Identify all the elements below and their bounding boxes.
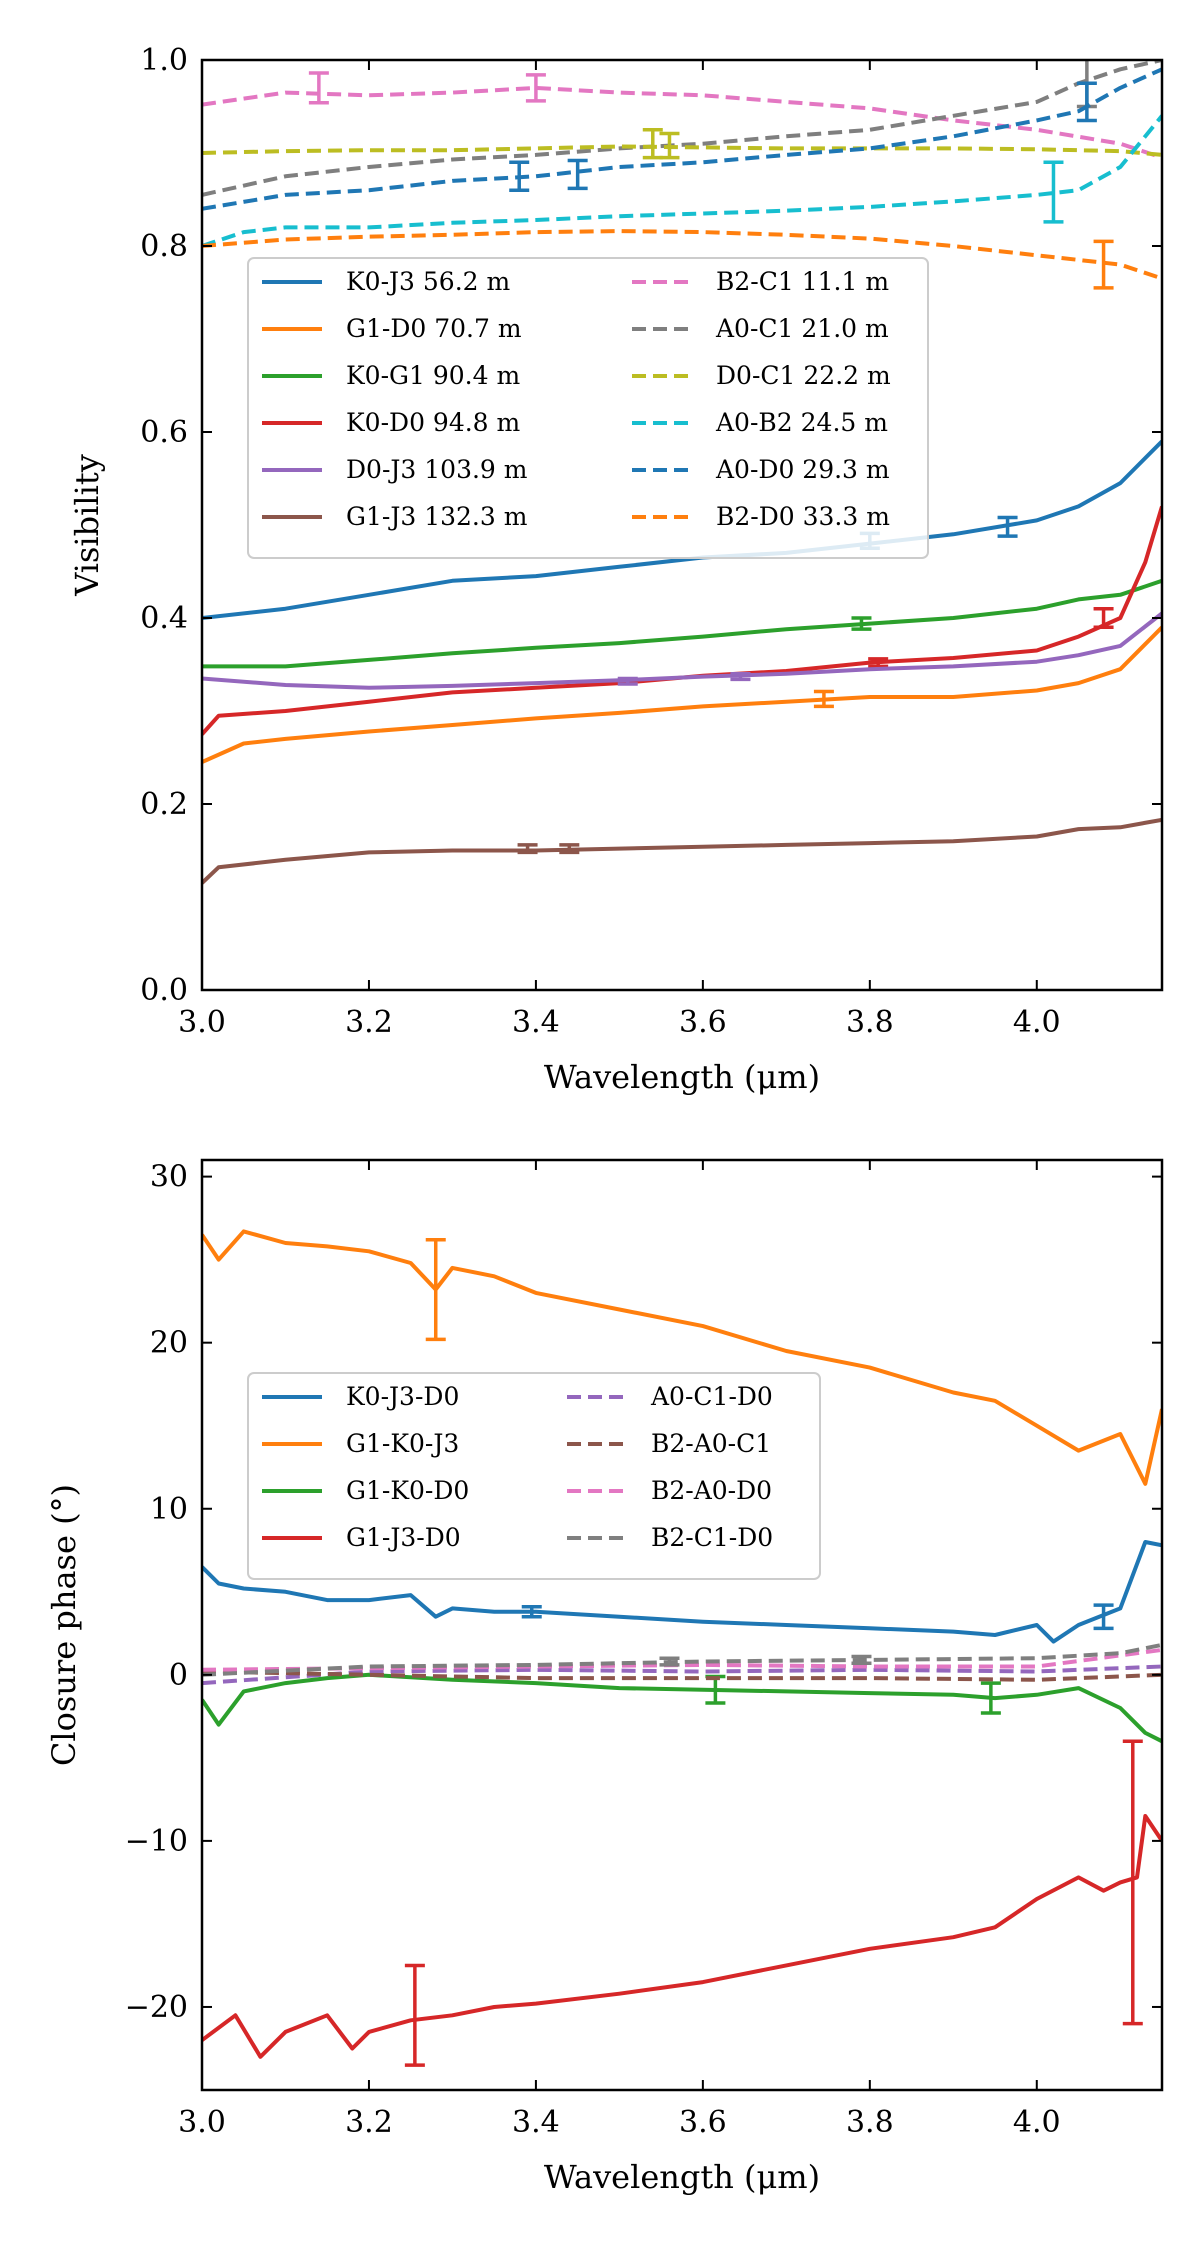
x-tick-label: 3.0 <box>178 2105 226 2140</box>
y-tick-label: 10 <box>150 1492 188 1527</box>
x-tick-label: 3.4 <box>512 2105 560 2140</box>
legend-label: A0-C1 21.0 m <box>715 314 889 343</box>
legend-label: B2-C1 11.1 m <box>716 267 889 296</box>
error-bar <box>521 1604 542 1619</box>
y-tick-label: 1.0 <box>140 43 188 78</box>
series-line-g1-k0-d0 <box>202 1672 1162 1744</box>
y-tick-label: 0.0 <box>140 973 188 1008</box>
series-line-a0-c1 <box>202 60 1162 197</box>
error-bar <box>730 672 751 682</box>
closure-phase-chart: 3.0 3.2 3.4 3.6 3.8 4.0 −20 −10 0 10 20 30 Wavelengt… <box>45 1158 1164 2196</box>
x-tick-label: 3.6 <box>679 1005 727 1040</box>
x-tick-label: 3.0 <box>178 1005 226 1040</box>
legend: K0-J3-D0 G1-K0-J3 G1-K0-D0 G1-J3-D0 A0-C1-D0… <box>247 1372 821 1580</box>
legend-label: D0-C1 22.2 m <box>716 361 891 390</box>
series-line-b2-a0-d0 <box>202 1647 1162 1672</box>
legend-label: K0-J3 56.2 m <box>346 267 511 296</box>
error-bar <box>1076 81 1097 123</box>
x-tick-label: 3.2 <box>345 1005 393 1040</box>
error-bar <box>980 1681 1001 1715</box>
error-bar <box>1093 606 1114 630</box>
legend-label: G1-J3-D0 <box>346 1523 461 1552</box>
legend-label: G1-D0 70.7 m <box>346 314 522 343</box>
y-tick-label: 0.4 <box>140 601 188 636</box>
y-tick-label: 0.6 <box>140 415 188 450</box>
legend-label: G1-J3 132.3 m <box>346 502 528 531</box>
series-line-k0-j3-d0 <box>202 1540 1162 1644</box>
legend-label: B2-A0-D0 <box>651 1476 772 1505</box>
series-line-b2-d0 <box>202 229 1162 281</box>
legend-box <box>247 1372 821 1580</box>
plot-area <box>202 1229 1162 2067</box>
error-bar <box>659 1656 680 1667</box>
x-axis-label: Wavelength (μm) <box>544 1058 820 1096</box>
x-tick-label: 4.0 <box>1013 2105 1061 2140</box>
legend-label: A0-B2 24.5 m <box>715 408 888 437</box>
legend-label: A0-D0 29.3 m <box>715 455 890 484</box>
error-bar <box>851 616 872 631</box>
y-tick-label: −20 <box>125 1990 188 2025</box>
plot-area <box>202 60 1162 885</box>
series-line-k0-g1 <box>202 578 1162 669</box>
legend-label: A0-C1-D0 <box>650 1382 773 1411</box>
error-bar <box>1122 1739 1143 2026</box>
legend-label: B2-A0-C1 <box>651 1429 771 1458</box>
y-axis-label: Visibility <box>68 454 106 597</box>
series-line-g1-d0 <box>202 625 1162 764</box>
legend-label: D0-J3 103.9 m <box>346 455 528 484</box>
series-line-g1-j3-d0 <box>202 1814 1162 2059</box>
error-bar <box>517 843 538 855</box>
series-line-d0-c1 <box>202 144 1162 157</box>
error-bar <box>308 71 329 105</box>
error-bar <box>813 689 834 709</box>
x-tick-label: 4.0 <box>1013 1005 1061 1040</box>
x-tick-label: 3.6 <box>679 2105 727 2140</box>
y-tick-label: 0.8 <box>140 229 188 264</box>
error-bar <box>425 1237 446 1342</box>
series-line-g1-j3 <box>202 817 1162 885</box>
x-tick-label: 3.8 <box>846 2105 894 2140</box>
axes-frame <box>200 58 1164 992</box>
error-bar <box>567 158 588 191</box>
error-bar <box>617 676 638 686</box>
y-tick-label: 0 <box>169 1658 188 1693</box>
legend-label: G1-K0-J3 <box>346 1429 459 1458</box>
axes-frame <box>200 1158 1164 2092</box>
error-bar <box>659 131 680 160</box>
error-bar <box>642 128 663 160</box>
series-line-g1-k0-j3 <box>202 1229 1162 1486</box>
legend-box <box>247 257 929 559</box>
series-line-b2-c1-d0 <box>202 1642 1162 1677</box>
y-axis-label: Closure phase (°) <box>45 1484 83 1766</box>
error-bar <box>1043 160 1064 224</box>
series-line-a0-b2 <box>202 114 1162 248</box>
y-tick-label: −10 <box>125 1824 188 1859</box>
legend: K0-J3 56.2 m G1-D0 70.7 m K0-G1 90.4 m K0-D… <box>247 257 929 559</box>
error-bar <box>559 843 580 855</box>
visibility-chart: 3.0 3.2 3.4 3.6 3.8 4.0 0.0 0.2 0.4 0.6 0.8 1.0 Wave… <box>68 43 1164 1096</box>
y-tick-label: 0.2 <box>140 787 188 822</box>
legend-label: B2-D0 33.3 m <box>716 502 890 531</box>
x-tick-label: 3.4 <box>512 1005 560 1040</box>
legend-label: K0-J3-D0 <box>346 1382 459 1411</box>
error-bar <box>525 73 546 103</box>
legend-label: K0-G1 90.4 m <box>346 361 520 390</box>
y-tick-label: 20 <box>150 1326 188 1361</box>
series-line-a0-d0 <box>202 67 1162 211</box>
error-bar <box>1093 1603 1114 1631</box>
error-bar <box>509 160 530 192</box>
error-bar <box>997 515 1018 538</box>
x-axis-label: Wavelength (μm) <box>544 2158 820 2196</box>
x-tick-label: 3.2 <box>345 2105 393 2140</box>
legend-label: B2-C1-D0 <box>651 1523 773 1552</box>
error-bar <box>1093 239 1114 290</box>
y-tick-label: 30 <box>150 1160 188 1195</box>
error-bar <box>404 1963 425 2067</box>
error-bar <box>868 657 889 669</box>
legend-label: G1-K0-D0 <box>346 1476 469 1505</box>
x-tick-label: 3.8 <box>846 1005 894 1040</box>
legend-label: K0-D0 94.8 m <box>346 408 521 437</box>
error-bar <box>851 1654 872 1665</box>
